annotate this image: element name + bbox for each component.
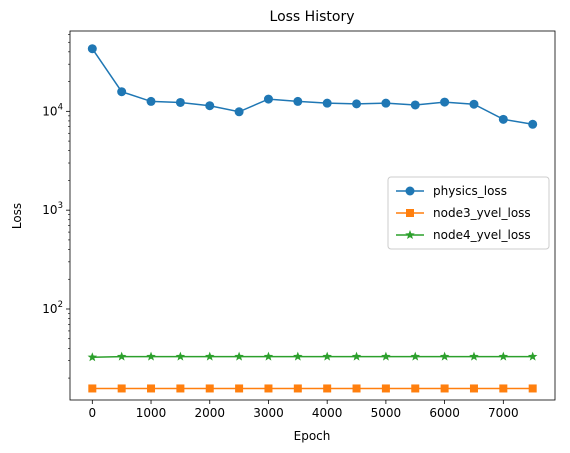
data-point-physics_loss (146, 96, 156, 106)
data-point-node4_yvel_loss (204, 351, 215, 361)
legend-marker-node3_yvel_loss (406, 209, 414, 217)
data-point-node3_yvel_loss (176, 384, 185, 393)
data-point-physics_loss (322, 98, 332, 108)
x-tick-label: 6000 (429, 406, 460, 420)
x-tick-label: 3000 (253, 406, 284, 420)
data-point-node3_yvel_loss (323, 384, 332, 393)
x-tick-label: 5000 (371, 406, 402, 420)
data-point-node3_yvel_loss (469, 384, 478, 393)
series-physics_loss (87, 44, 538, 129)
x-axis-label: Epoch (294, 429, 331, 443)
data-point-node4_yvel_loss (146, 351, 156, 361)
data-point-node4_yvel_loss (293, 351, 303, 361)
data-point-node4_yvel_loss (263, 351, 274, 361)
data-point-node4_yvel_loss (527, 351, 538, 361)
series-node4_yvel_loss (87, 351, 538, 362)
data-point-node4_yvel_loss (322, 351, 332, 361)
plot-frame (69, 30, 556, 401)
legend: physics_loss node3_yvel_loss node4_yvel_lo… (387, 176, 550, 250)
data-point-node3_yvel_loss (381, 384, 390, 393)
data-point-physics_loss (293, 96, 303, 106)
data-point-node3_yvel_loss (499, 384, 508, 393)
data-point-physics_loss (410, 100, 420, 110)
data-point-node4_yvel_loss (351, 351, 362, 361)
data-point-node3_yvel_loss (235, 384, 244, 393)
data-point-node3_yvel_loss (528, 384, 537, 393)
data-point-physics_loss (205, 101, 215, 111)
series-line-node4_yvel_loss (92, 355, 533, 358)
series-node3_yvel_loss (88, 384, 537, 393)
x-tick-label: 0 (88, 406, 96, 420)
legend-label-node3_yvel_loss: node3_yvel_loss (433, 206, 531, 220)
data-point-node3_yvel_loss (205, 384, 214, 393)
data-point-node3_yvel_loss (440, 384, 449, 393)
data-point-node3_yvel_loss (352, 384, 361, 393)
y-tick-label: 102 (42, 300, 63, 316)
y-axis-label: Loss (10, 203, 24, 229)
x-tick-label: 4000 (312, 406, 343, 420)
data-point-node4_yvel_loss (234, 351, 244, 361)
data-point-physics_loss (234, 107, 244, 117)
x-axis-ticks: 0 1000 2000 3000 4000 5000 6000 7000 (88, 400, 519, 420)
data-point-node4_yvel_loss (410, 351, 421, 361)
x-tick-label: 1000 (136, 406, 167, 420)
data-point-node4_yvel_loss (498, 351, 509, 361)
data-point-node3_yvel_loss (293, 384, 302, 393)
data-point-node3_yvel_loss (117, 384, 126, 393)
data-point-physics_loss (381, 98, 391, 108)
data-point-node3_yvel_loss (147, 384, 156, 393)
data-point-node3_yvel_loss (264, 384, 273, 393)
data-point-node4_yvel_loss (175, 351, 186, 361)
legend-label-physics_loss: physics_loss (433, 184, 507, 198)
y-tick-label: 104 (42, 102, 63, 118)
data-point-physics_loss (263, 94, 273, 104)
data-point-physics_loss (175, 97, 185, 107)
y-tick-label: 103 (42, 201, 63, 217)
series-line-physics_loss (91, 48, 533, 125)
x-tick-label: 7000 (488, 406, 519, 420)
data-point-physics_loss (117, 87, 127, 97)
data-point-node3_yvel_loss (411, 384, 420, 393)
chart-title: Loss History (270, 9, 355, 25)
legend-marker-physics_loss (405, 186, 415, 196)
data-point-physics_loss (440, 97, 450, 107)
data-point-node4_yvel_loss (469, 351, 479, 361)
legend-box (387, 176, 550, 250)
data-point-node4_yvel_loss (87, 352, 98, 362)
data-point-physics_loss (352, 99, 362, 109)
legend-marker-node4_yvel_loss (405, 230, 415, 240)
data-point-node3_yvel_loss (88, 384, 97, 393)
legend-label-node4_yvel_loss: node4_yvel_loss (433, 228, 531, 242)
data-point-node4_yvel_loss (439, 351, 450, 361)
data-point-physics_loss (87, 44, 97, 54)
data-point-physics_loss (469, 99, 479, 109)
data-point-physics_loss (498, 114, 508, 124)
data-point-node4_yvel_loss (381, 351, 391, 361)
y-axis-ticks: 102 103 104 (42, 34, 70, 379)
x-tick-label: 2000 (194, 406, 225, 420)
plot-layer (87, 44, 538, 393)
data-point-physics_loss (528, 119, 538, 129)
data-point-node4_yvel_loss (116, 351, 127, 361)
